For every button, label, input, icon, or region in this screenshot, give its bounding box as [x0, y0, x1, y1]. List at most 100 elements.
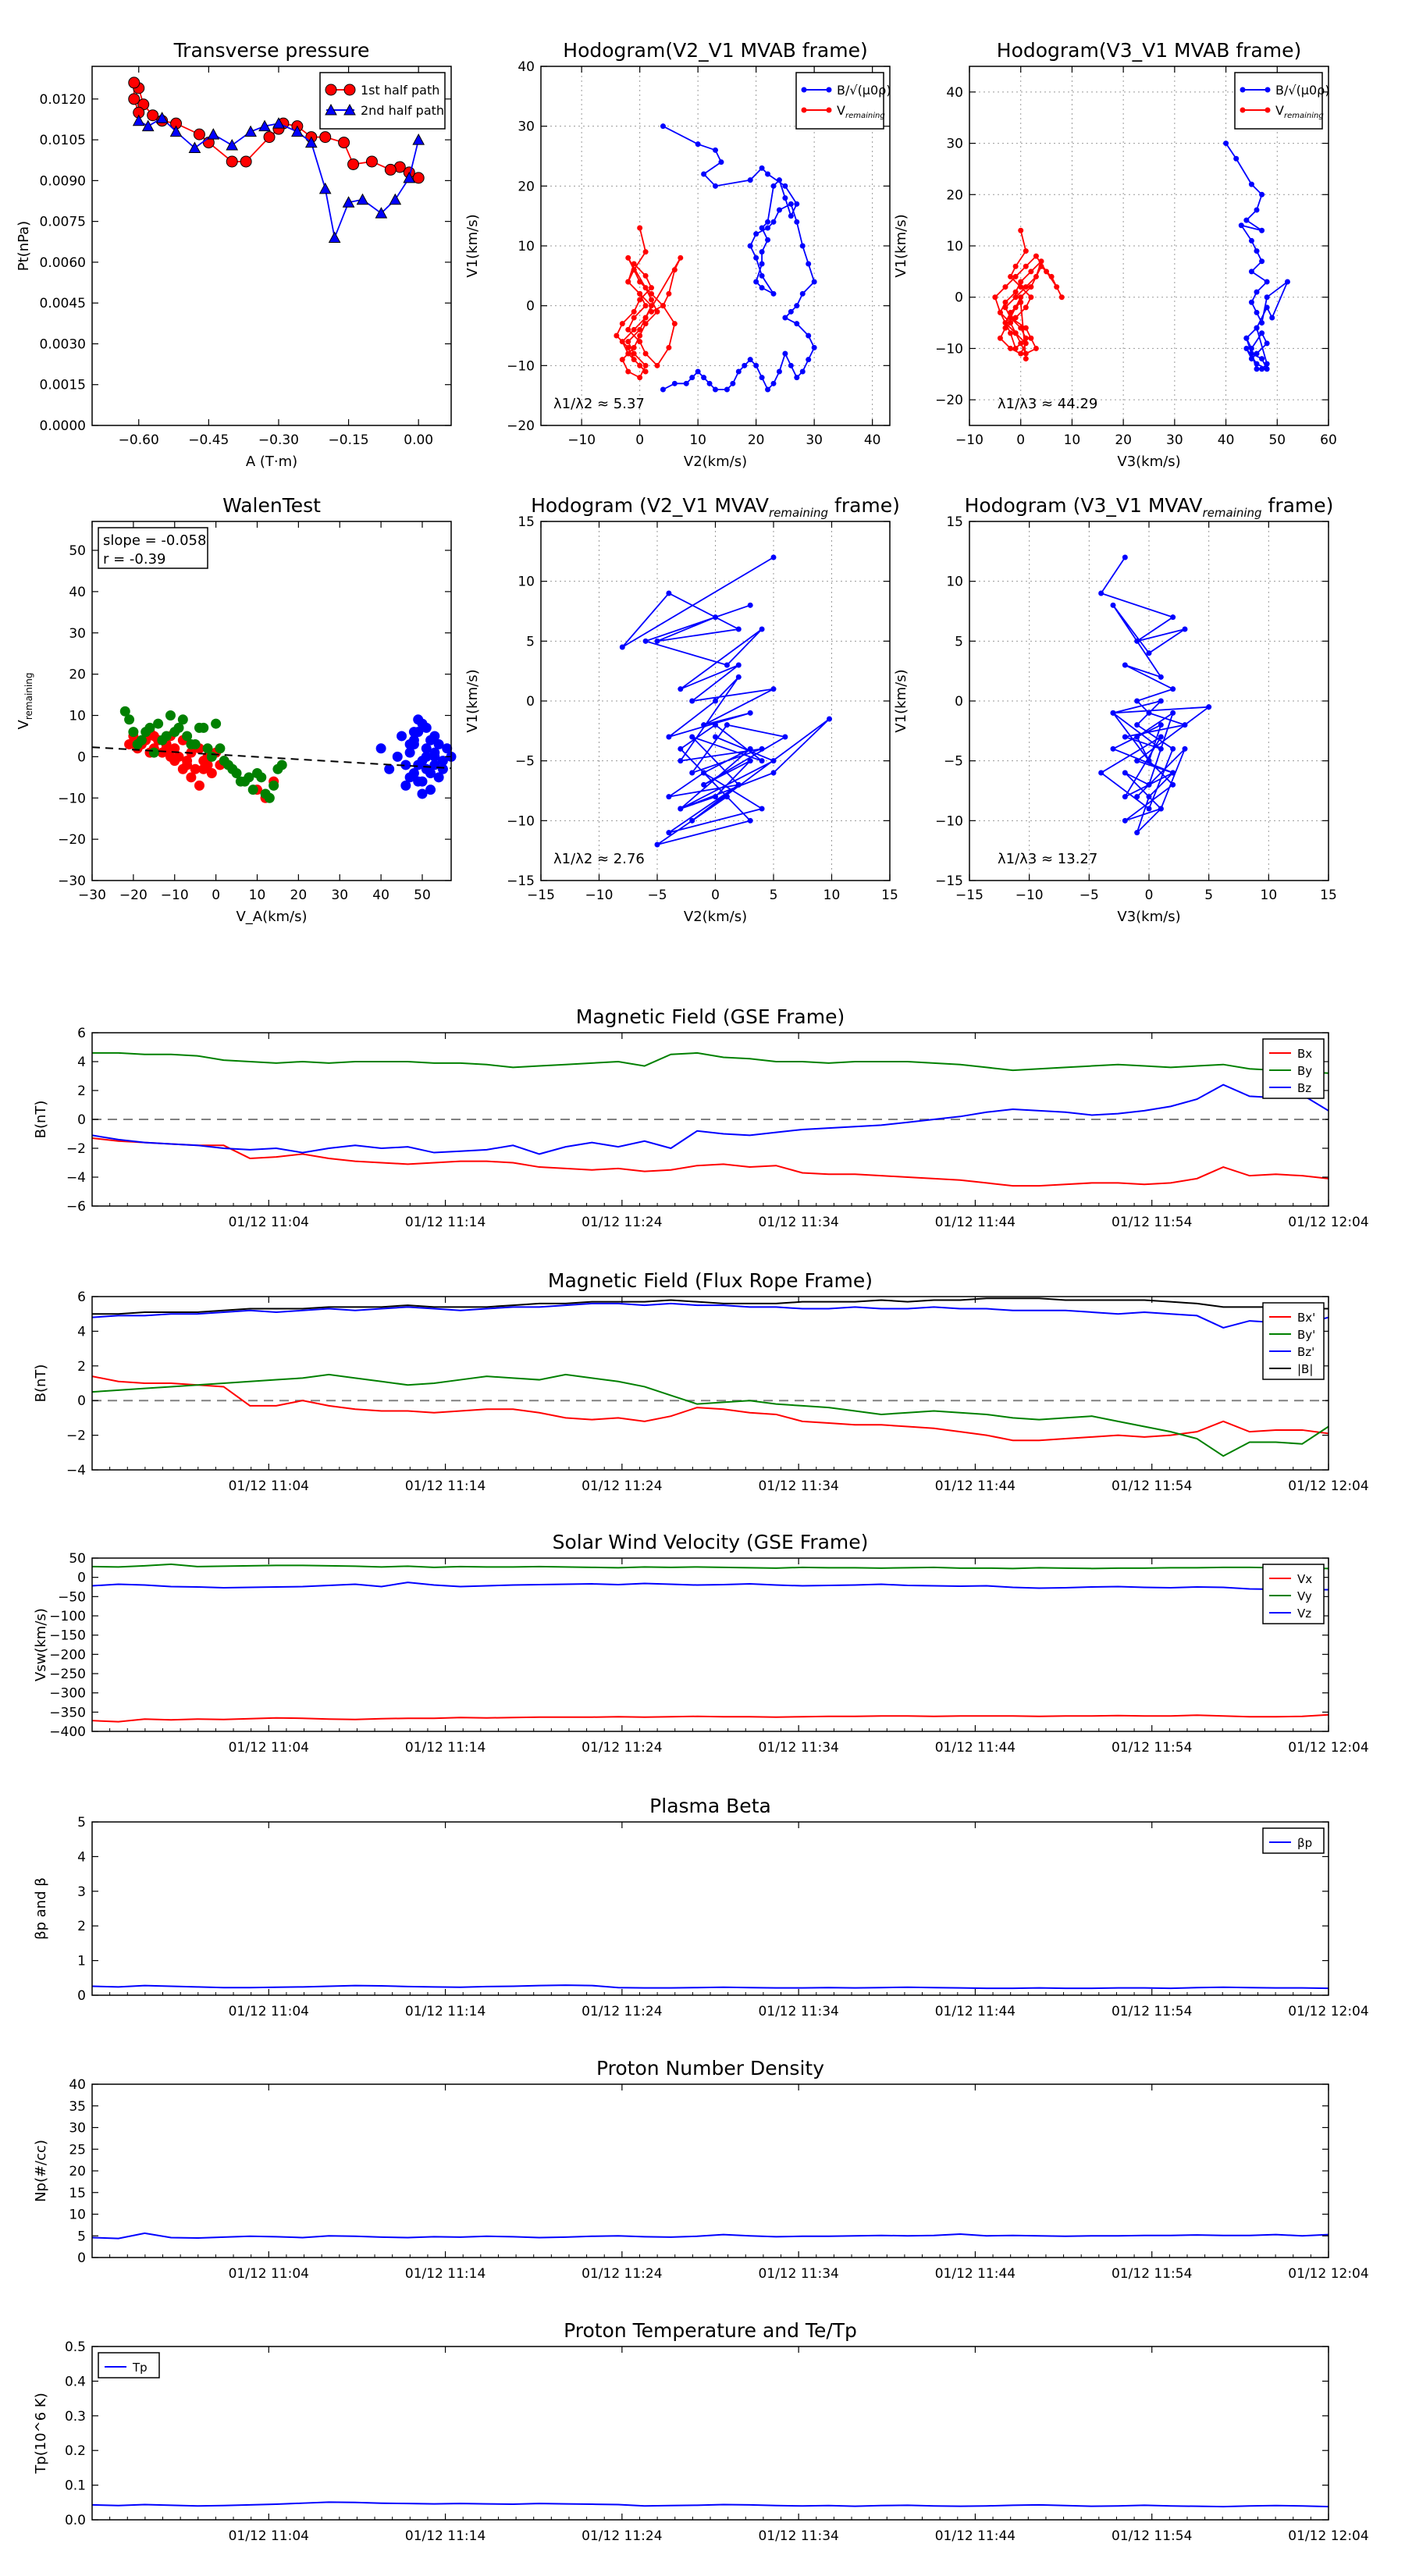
data-point: [148, 747, 159, 758]
data-point: [1012, 304, 1019, 311]
x-tick-label: 01/12 12:04: [1288, 1478, 1368, 1494]
data-point: [1122, 817, 1128, 824]
data-point: [1122, 794, 1128, 800]
data-point: [625, 339, 631, 345]
data-point: [770, 686, 777, 692]
y-tick-label: 30: [69, 2121, 86, 2137]
data-point: [735, 368, 742, 375]
y-tick-label: 40: [518, 59, 535, 75]
x-tick-label: 01/12 11:24: [582, 1215, 662, 1230]
legend-label: By: [1297, 1064, 1312, 1078]
eigenvalue-ratio: λ1/λ2 ≈ 2.76: [553, 851, 645, 867]
x-tick-label: −10: [567, 432, 596, 448]
y-tick-label: 0: [77, 1393, 86, 1409]
y-tick-label: 0: [77, 1988, 86, 2004]
data-point: [649, 308, 655, 315]
x-tick-label: −5: [647, 888, 667, 903]
y-tick-label: 6: [77, 1026, 86, 1041]
data-point: [1146, 806, 1152, 812]
data-point: [765, 171, 771, 177]
y-tick-label: 0.3: [65, 2409, 86, 2425]
data-point: [782, 183, 788, 189]
data-point: [678, 758, 684, 764]
data-point: [788, 201, 794, 207]
x-tick-label: −20: [119, 888, 148, 903]
x-tick-label: 01/12 11:34: [758, 1478, 838, 1494]
data-point: [1028, 294, 1034, 301]
x-axis-label: V3(km/s): [1117, 454, 1180, 470]
x-tick-label: 10: [689, 432, 706, 448]
data-point: [425, 768, 436, 779]
y-tick-label: 40: [69, 585, 86, 600]
data-point: [735, 674, 742, 680]
legend-label: Bx': [1297, 1311, 1315, 1325]
data-point: [788, 308, 794, 315]
x-tick-label: −10: [585, 888, 614, 903]
data-point: [666, 794, 672, 800]
y-axis-label: βp and β: [33, 1877, 49, 1940]
legend-marker: [801, 87, 807, 93]
data-point: [1122, 554, 1128, 560]
data-point: [631, 326, 637, 333]
legend-box: [795, 72, 884, 130]
stats-line: slope = -0.058: [103, 532, 206, 549]
x-tick-label: 01/12 11:14: [405, 2528, 486, 2544]
data-point: [827, 716, 833, 722]
y-tick-label: 0.0105: [40, 133, 86, 148]
chart-beta: Plasma Beta 0 1 2 3 4 5 01/12 11:04 01/12 11:14 0…: [33, 1795, 1369, 2019]
data-point: [325, 84, 337, 96]
chart-hodo1: Hodogram(V2_V1 MVAB frame) −20 −10 0 10 20 30 4…: [464, 39, 891, 470]
data-point: [642, 362, 649, 368]
y-tick-label: −6: [66, 1199, 86, 1215]
data-point: [1002, 284, 1008, 290]
data-point: [759, 225, 765, 231]
data-point: [724, 794, 730, 800]
data-point: [165, 710, 176, 721]
y-tick-label: 10: [946, 239, 963, 254]
x-tick-label: 50: [1268, 432, 1286, 448]
data-point: [631, 267, 637, 273]
data-point: [256, 772, 267, 783]
y-tick-label: −150: [49, 1628, 86, 1644]
data-point: [1012, 289, 1019, 295]
data-point: [765, 219, 771, 225]
data-point: [701, 770, 707, 776]
x-tick-label: 01/12 11:24: [582, 2528, 662, 2544]
data-point: [1018, 299, 1024, 305]
y-tick-label: 0.0120: [40, 92, 86, 108]
y-tick-label: 25: [69, 2142, 86, 2158]
data-point: [642, 285, 649, 291]
data-point: [1248, 237, 1254, 244]
data-point: [1264, 340, 1270, 347]
data-point: [678, 686, 684, 692]
data-point: [689, 817, 695, 824]
y-tick-label: 0: [955, 290, 963, 306]
x-tick-label: 15: [1320, 888, 1337, 903]
x-tick-label: 01/12 11:04: [229, 1478, 309, 1494]
data-point: [637, 279, 643, 285]
data-point: [642, 315, 649, 321]
data-point: [1002, 320, 1008, 326]
y-axis-label: Tp(10^6 K): [33, 2393, 49, 2474]
y-tick-label: −20: [507, 418, 535, 434]
x-tick-label: −10: [955, 432, 984, 448]
data-point: [713, 386, 718, 393]
data-point: [132, 114, 145, 126]
data-point: [794, 219, 800, 225]
data-point: [642, 350, 649, 357]
data-point: [132, 739, 143, 750]
data-point: [1259, 356, 1265, 362]
data-point: [1264, 361, 1270, 367]
x-tick-label: 5: [1204, 888, 1213, 903]
data-point: [799, 368, 806, 375]
y-tick-label: −15: [507, 873, 535, 889]
y-tick-label: 4: [77, 1849, 86, 1865]
data-point: [1023, 263, 1029, 269]
data-point: [992, 294, 998, 301]
x-axis-label: V3(km/s): [1117, 909, 1180, 925]
series-line: [91, 1083, 1329, 1155]
data-point: [1033, 345, 1039, 351]
data-point: [1058, 294, 1065, 301]
x-tick-label: 01/12 11:44: [935, 1740, 1016, 1756]
y-tick-label: −10: [935, 341, 963, 357]
